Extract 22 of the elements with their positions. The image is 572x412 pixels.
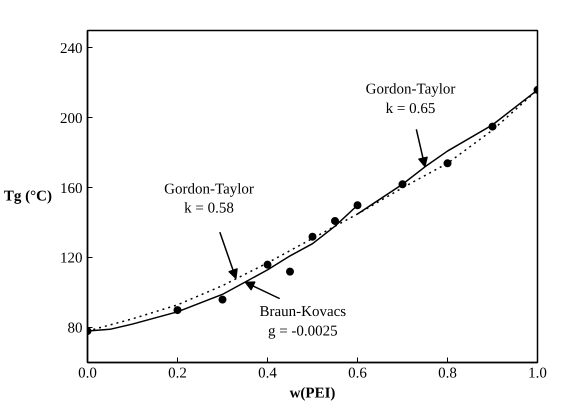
y-axis-title: Tg (°C) — [4, 188, 52, 204]
point — [218, 296, 226, 304]
y-tick-label: 120 — [60, 250, 82, 267]
annotation: Gordon-Taylor k = 0.65 — [366, 82, 456, 117]
x-tick-label: 0.2 — [168, 366, 187, 382]
point — [308, 232, 316, 241]
point — [264, 260, 272, 269]
y-tick-label: 200 — [60, 110, 82, 127]
annotation: Gordon-Taylor k = 0.58 — [164, 181, 254, 217]
y-tick-label: 240 — [60, 40, 82, 57]
point — [286, 268, 294, 276]
y-tick-label: 160 — [60, 180, 82, 197]
x-tick-label: 0.0 — [78, 366, 97, 382]
y-tick-label: 80 — [68, 320, 82, 337]
point — [444, 159, 452, 168]
point — [331, 216, 339, 225]
x-axis-title: w(PEI) — [290, 386, 336, 402]
x-tick-label: 0.8 — [438, 366, 457, 382]
annotation: Braun-Kovacs g = -0.0025 — [259, 304, 346, 340]
x-tick-label: 0.6 — [348, 366, 368, 382]
x-tick-label: 1.0 — [528, 366, 547, 382]
x-tick-label: 0.4 — [258, 366, 278, 382]
